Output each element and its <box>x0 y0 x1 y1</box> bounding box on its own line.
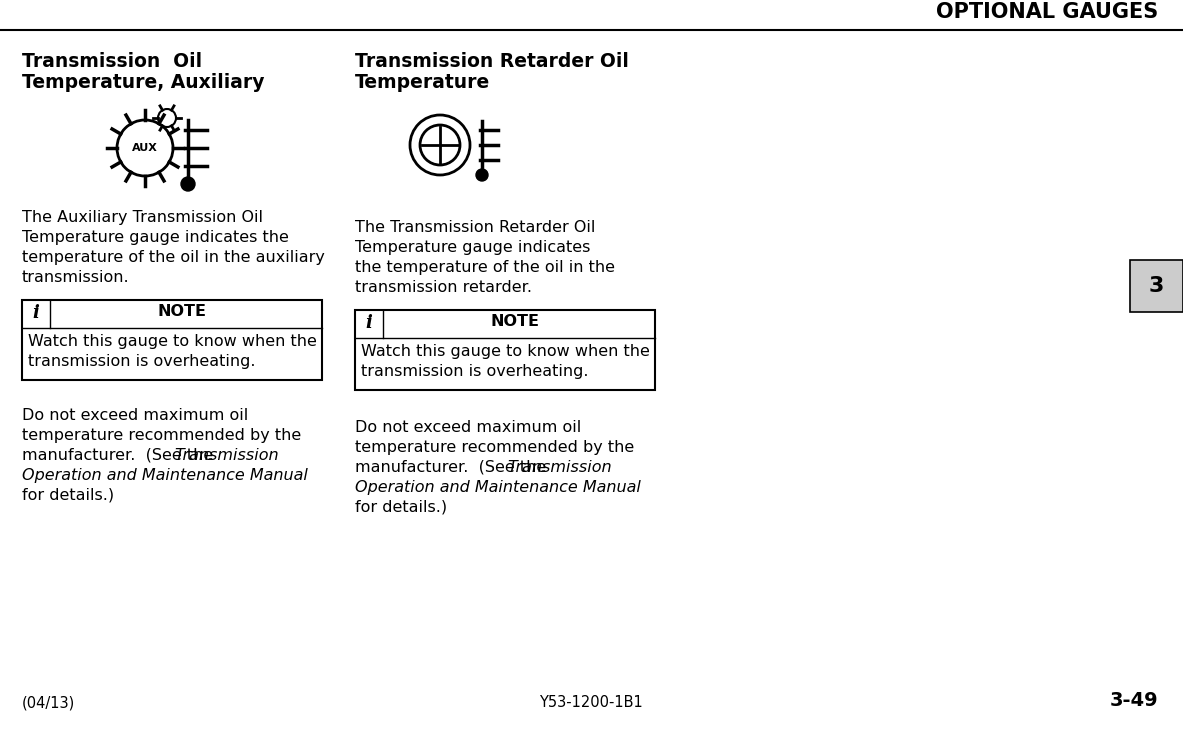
Text: Temperature gauge indicates the: Temperature gauge indicates the <box>22 230 289 245</box>
Text: Operation and Maintenance Manual: Operation and Maintenance Manual <box>355 480 641 495</box>
Text: The Transmission Retarder Oil: The Transmission Retarder Oil <box>355 220 595 235</box>
Text: Watch this gauge to know when the: Watch this gauge to know when the <box>361 344 649 359</box>
Text: 3: 3 <box>1149 276 1164 296</box>
Text: transmission retarder.: transmission retarder. <box>355 280 532 295</box>
Text: Do not exceed maximum oil: Do not exceed maximum oil <box>22 408 248 423</box>
Bar <box>355 310 655 390</box>
Text: Temperature: Temperature <box>355 73 490 92</box>
Text: The Auxiliary Transmission Oil: The Auxiliary Transmission Oil <box>22 210 263 225</box>
Text: the temperature of the oil in the: the temperature of the oil in the <box>355 260 615 275</box>
Text: for details.): for details.) <box>355 500 447 515</box>
Text: Temperature, Auxiliary: Temperature, Auxiliary <box>22 73 265 92</box>
Text: NOTE: NOTE <box>491 314 539 329</box>
Text: OPTIONAL GAUGES: OPTIONAL GAUGES <box>936 2 1158 22</box>
Bar <box>1130 260 1183 312</box>
Circle shape <box>181 177 195 191</box>
Text: NOTE: NOTE <box>157 304 207 319</box>
Text: temperature of the oil in the auxiliary: temperature of the oil in the auxiliary <box>22 250 325 265</box>
Text: Operation and Maintenance Manual: Operation and Maintenance Manual <box>22 468 308 483</box>
Text: Transmission  Oil: Transmission Oil <box>22 52 202 71</box>
Text: Do not exceed maximum oil: Do not exceed maximum oil <box>355 420 581 435</box>
Text: Transmission Retarder Oil: Transmission Retarder Oil <box>355 52 629 71</box>
Circle shape <box>476 169 489 181</box>
Text: i: i <box>33 304 39 322</box>
Text: transmission is overheating.: transmission is overheating. <box>28 354 256 369</box>
Text: AUX: AUX <box>132 143 159 153</box>
Text: Watch this gauge to know when the: Watch this gauge to know when the <box>28 334 317 349</box>
Text: 3-49: 3-49 <box>1110 691 1158 710</box>
Text: Transmission: Transmission <box>508 460 612 475</box>
Bar <box>22 300 322 380</box>
Text: temperature recommended by the: temperature recommended by the <box>355 440 634 455</box>
Text: transmission is overheating.: transmission is overheating. <box>361 364 588 379</box>
Text: i: i <box>366 314 373 332</box>
Text: Y53-1200-1B1: Y53-1200-1B1 <box>539 695 642 710</box>
Text: temperature recommended by the: temperature recommended by the <box>22 428 302 443</box>
Text: for details.): for details.) <box>22 488 114 503</box>
Text: manufacturer.  (See the: manufacturer. (See the <box>22 448 219 463</box>
Text: Temperature gauge indicates: Temperature gauge indicates <box>355 240 590 255</box>
Text: transmission.: transmission. <box>22 270 130 285</box>
Text: Transmission: Transmission <box>174 448 279 463</box>
Text: (04/13): (04/13) <box>22 695 76 710</box>
Text: manufacturer.  (See the: manufacturer. (See the <box>355 460 551 475</box>
